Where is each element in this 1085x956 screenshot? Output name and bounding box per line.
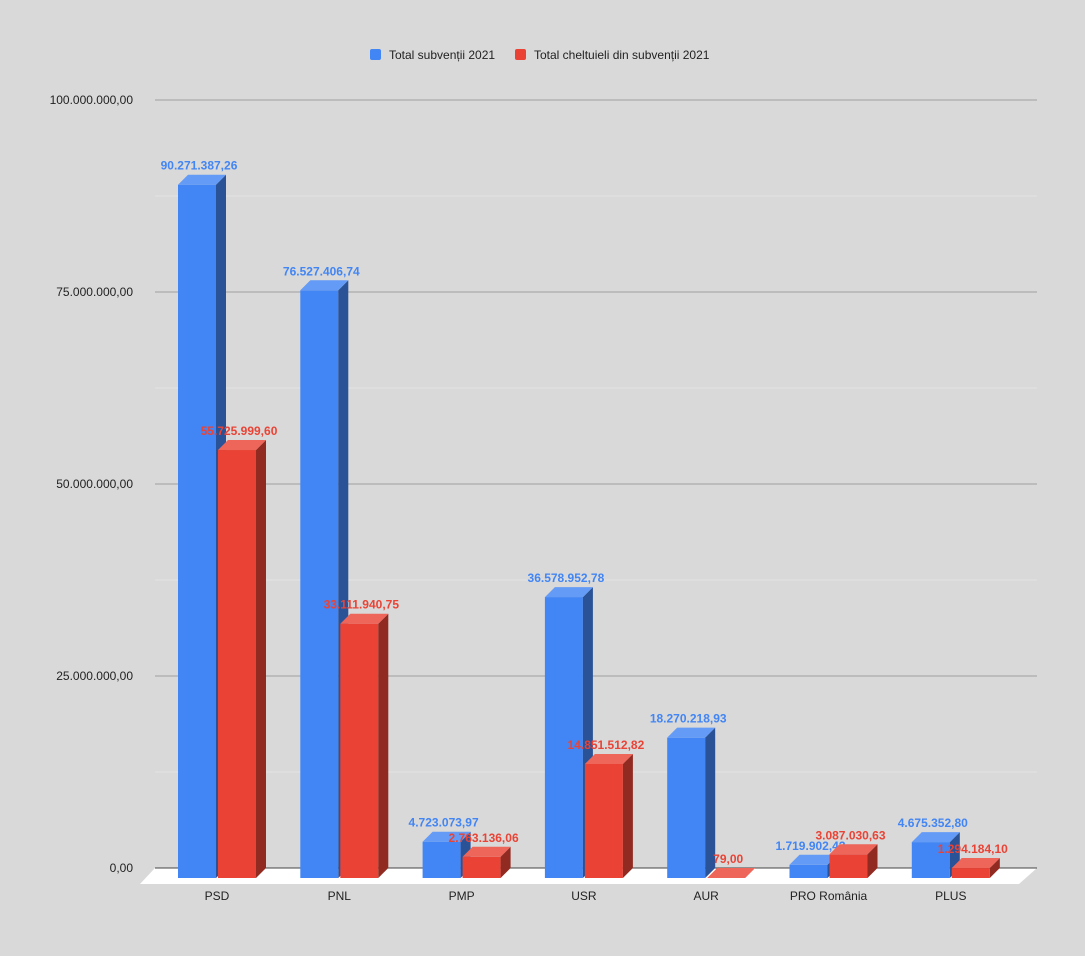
bar-front	[585, 764, 623, 878]
bar-side	[623, 754, 633, 878]
legend-swatch	[370, 49, 381, 60]
x-tick-label: AUR	[694, 889, 720, 903]
x-tick-label: USR	[571, 889, 597, 903]
x-tick-label: PMP	[449, 889, 475, 903]
bar	[218, 440, 266, 878]
legend-label: Total subvenții 2021	[389, 48, 495, 62]
x-tick-label: PSD	[205, 889, 230, 903]
legend-swatch	[515, 49, 526, 60]
bar-side	[256, 440, 266, 878]
x-tick-label: PNL	[328, 889, 352, 903]
bar	[585, 754, 633, 878]
bar	[667, 728, 715, 878]
x-tick-label: PRO România	[790, 889, 868, 903]
data-label: 3.087.030,63	[815, 828, 885, 842]
bar	[463, 847, 511, 878]
data-label: 1.294.184,10	[938, 842, 1008, 856]
bar-side	[378, 614, 388, 878]
bar-front	[178, 185, 216, 878]
data-label: 90.271.387,26	[161, 159, 238, 173]
data-label: 4.723.073,97	[409, 816, 479, 830]
x-tick-label: PLUS	[935, 889, 966, 903]
bar	[952, 858, 1000, 878]
y-tick-label: 50.000.000,00	[56, 477, 133, 491]
y-tick-label: 100.000.000,00	[50, 93, 134, 107]
data-label: 36.578.952,78	[528, 571, 605, 585]
bar-front	[952, 868, 990, 878]
y-tick-label: 25.000.000,00	[56, 669, 133, 683]
bar	[340, 614, 388, 878]
bar-front	[667, 738, 705, 878]
data-label: 18.270.218,93	[650, 712, 727, 726]
data-label: 55.725.999,60	[201, 424, 278, 438]
y-tick-label: 75.000.000,00	[56, 285, 133, 299]
bar-front	[790, 865, 828, 878]
bar-front	[340, 624, 378, 878]
bar	[830, 844, 878, 878]
bar-front	[218, 450, 256, 878]
data-label: 14.851.512,82	[568, 738, 645, 752]
data-label: 33.111.940,75	[324, 598, 400, 612]
bar-front	[830, 854, 868, 878]
bar-front	[423, 842, 461, 878]
y-tick-label: 0,00	[110, 861, 134, 875]
data-label: 4.675.352,80	[898, 816, 968, 830]
legend-label: Total cheltuieli din subvenții 2021	[534, 48, 710, 62]
bar-front	[463, 857, 501, 878]
data-label: 79,00	[713, 852, 743, 866]
data-label: 76.527.406,74	[283, 264, 360, 278]
data-label: 2.763.136,06	[449, 831, 519, 845]
bar-front	[300, 290, 338, 878]
